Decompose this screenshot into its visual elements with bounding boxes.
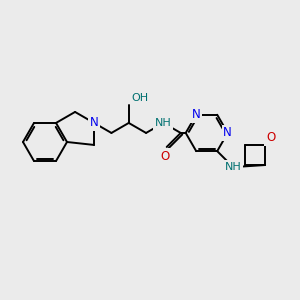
Text: N: N bbox=[192, 108, 201, 121]
Text: O: O bbox=[266, 131, 275, 144]
Text: N: N bbox=[90, 116, 98, 129]
Text: O: O bbox=[160, 150, 169, 163]
Text: OH: OH bbox=[132, 93, 149, 103]
Text: NH: NH bbox=[225, 162, 242, 172]
Text: NH: NH bbox=[155, 118, 172, 128]
Text: N: N bbox=[223, 126, 232, 140]
